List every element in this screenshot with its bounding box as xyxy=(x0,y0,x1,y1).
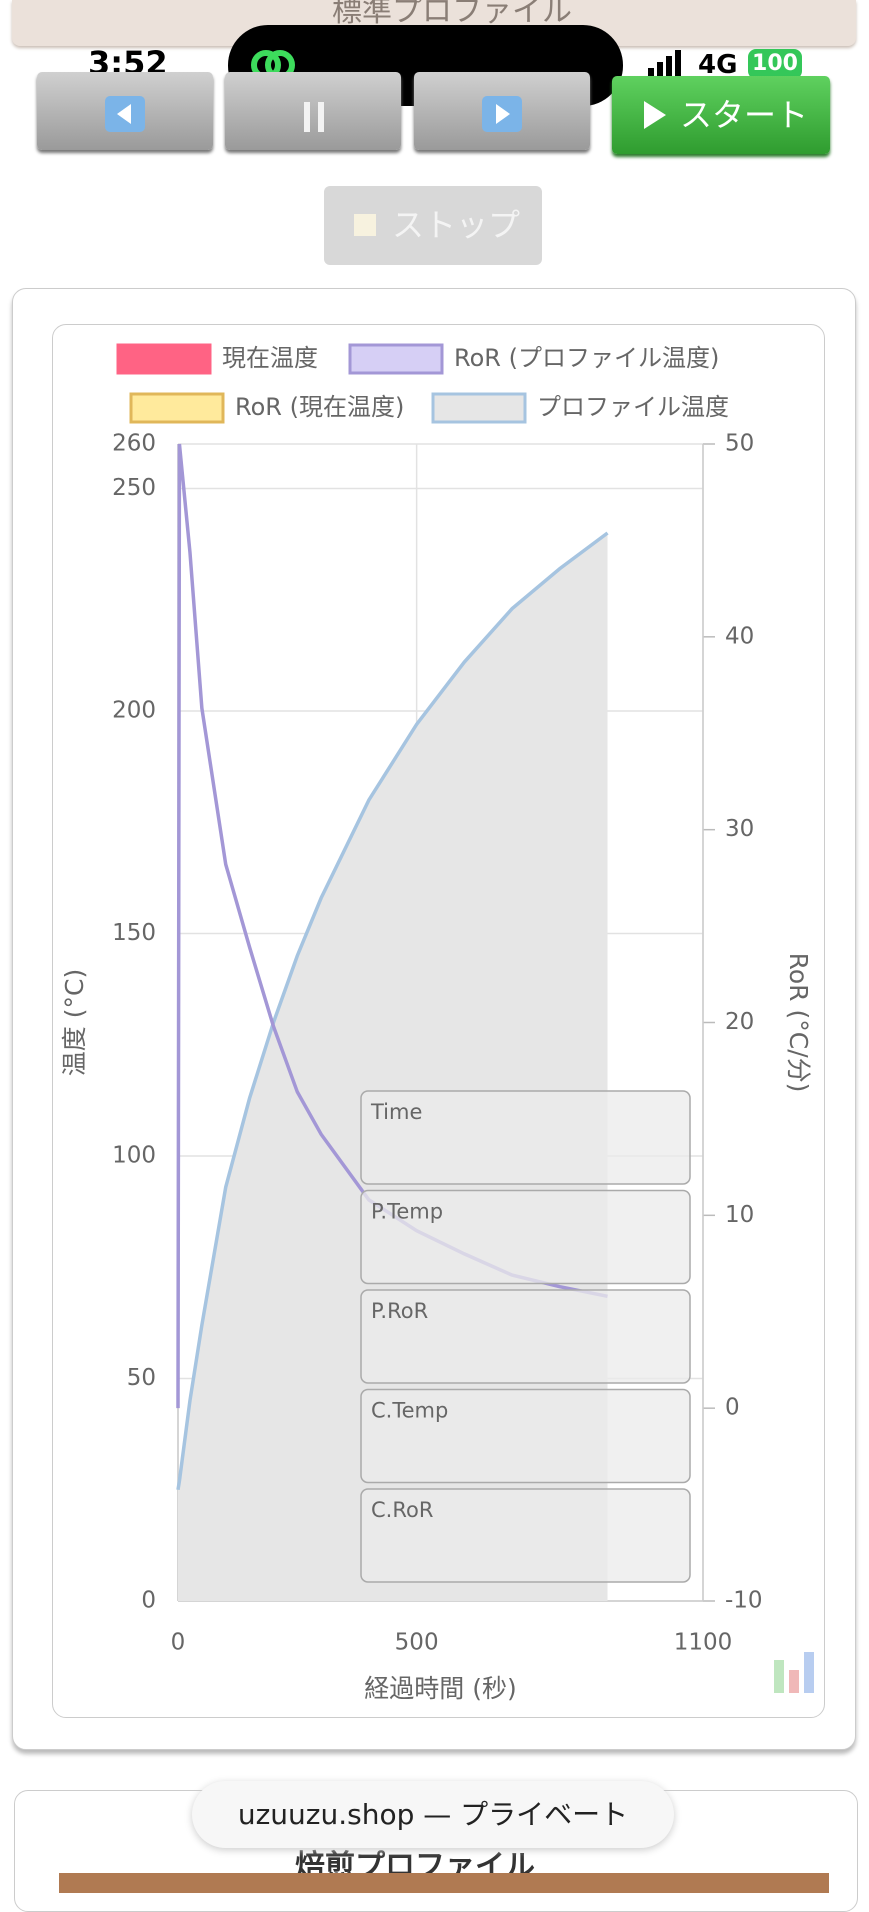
info-label: Time xyxy=(370,1100,422,1124)
chart: 0 50 100 150 200 250 260 0 500 1100 -10 0 10 20 30 40 50… xyxy=(60,343,814,1703)
y-tick-label: 50 xyxy=(127,1365,156,1391)
y-tick-label: 150 xyxy=(112,920,156,946)
y-tick-label: 200 xyxy=(112,698,156,724)
stop-button[interactable]: ストップ xyxy=(324,186,542,265)
chart-icon xyxy=(774,1652,814,1693)
prev-button[interactable] xyxy=(37,72,213,150)
line xyxy=(176,531,609,1491)
y2-tick-label: 50 xyxy=(725,431,754,457)
info-label: C.Temp xyxy=(371,1399,448,1423)
info-box xyxy=(360,1189,691,1285)
info-box xyxy=(360,1488,691,1583)
y2-tick-label: 20 xyxy=(725,1009,754,1035)
y-tick-label: 250 xyxy=(112,475,156,501)
y2-tick-label: 10 xyxy=(725,1202,754,1228)
y-tick-label: 260 xyxy=(112,431,156,457)
info-label: P.RoR xyxy=(371,1299,428,1323)
next-button[interactable] xyxy=(414,72,590,150)
battery: 100 xyxy=(748,49,802,79)
info-box xyxy=(360,1388,691,1484)
start-button[interactable]: スタート xyxy=(612,76,830,154)
y2-tick-label: 40 xyxy=(725,623,754,649)
y-tick-label: 0 xyxy=(141,1588,156,1614)
info-box xyxy=(360,1289,691,1384)
y-axis-title: 温度 (°C) xyxy=(60,969,89,1076)
legend-swatch xyxy=(431,392,527,424)
legend-label: RoR (プロファイル温度) xyxy=(454,344,719,372)
legend-label: プロファイル温度 xyxy=(537,393,729,421)
y2-tick-label: -10 xyxy=(725,1588,763,1614)
x-tick-label: 500 xyxy=(395,1630,439,1656)
legend-swatch xyxy=(129,392,225,424)
signal-icon xyxy=(648,50,681,76)
info-label: P.Temp xyxy=(371,1200,443,1224)
x-tick-label: 1100 xyxy=(674,1630,733,1656)
legend-label: 現在温度 xyxy=(222,344,318,372)
address-bar[interactable]: uzuuzu.shop — プライベート xyxy=(192,1781,674,1848)
info-label: C.RoR xyxy=(371,1498,433,1522)
legend-label: RoR (現在温度) xyxy=(235,393,404,421)
y2-axis-title: RoR (°C/分) xyxy=(784,953,813,1093)
legend-swatch xyxy=(116,343,212,375)
pause-button[interactable] xyxy=(225,72,401,150)
y2-tick-label: 30 xyxy=(725,816,754,842)
y-tick-label: 100 xyxy=(112,1143,156,1169)
header-title: 標準プロファイル xyxy=(332,0,572,29)
y2-tick-label: 0 xyxy=(725,1395,740,1421)
x-tick-label: 0 xyxy=(171,1630,186,1656)
legend-swatch xyxy=(348,343,444,375)
start-label: スタート xyxy=(680,96,809,134)
info-box xyxy=(360,1090,691,1185)
stop-label: ストップ xyxy=(392,206,521,244)
x-axis-title: 経過時間 (秒) xyxy=(364,1674,516,1703)
network: 4G xyxy=(698,50,738,80)
